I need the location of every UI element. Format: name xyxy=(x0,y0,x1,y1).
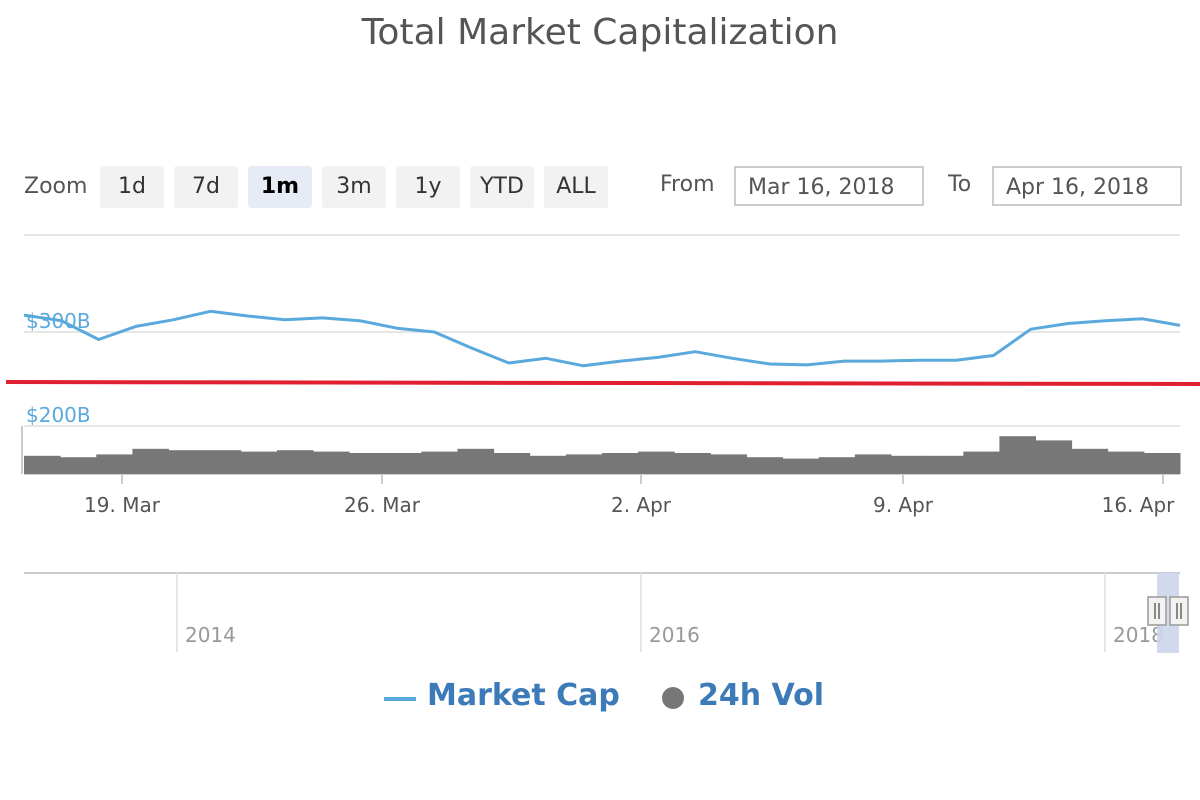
zoom-3m-button[interactable]: 3m xyxy=(322,166,386,208)
market-cap-line xyxy=(23,309,1181,368)
volume-bar xyxy=(421,451,458,474)
navigator-tick-2014: 2014 xyxy=(185,623,236,647)
volume-bar xyxy=(349,453,386,474)
volume-bar xyxy=(1143,453,1181,474)
zoom-ytd-button[interactable]: YTD xyxy=(470,166,534,208)
to-label: To xyxy=(948,172,972,197)
volume-bar xyxy=(1107,451,1145,474)
volume-bar xyxy=(1035,440,1073,474)
zoom-1y-button[interactable]: 1y xyxy=(396,166,460,208)
volume-bar xyxy=(313,451,350,474)
x-tick-label: 16. Apr xyxy=(1102,493,1176,517)
volume-bar xyxy=(746,457,784,474)
volume-bar xyxy=(24,455,61,474)
legend-volume-marker[interactable] xyxy=(662,687,684,709)
navigator-left-handle[interactable] xyxy=(1147,596,1167,626)
volume-bar xyxy=(204,450,242,474)
legend-market-cap-label[interactable]: Market Cap xyxy=(427,678,620,713)
volume-bar xyxy=(854,454,892,474)
volume-bar xyxy=(240,451,278,474)
volume-bar xyxy=(565,454,603,474)
volume-bar xyxy=(493,453,531,474)
x-axis-ticks xyxy=(121,474,1164,484)
navigator-right-handle[interactable] xyxy=(1169,596,1189,626)
x-tick-label: 19. Mar xyxy=(84,493,161,517)
zoom-7d-button[interactable]: 7d xyxy=(174,166,238,208)
legend-volume-label[interactable]: 24h Vol xyxy=(698,678,825,713)
volume-bar xyxy=(963,451,1000,474)
zoom-1m-button[interactable]: 1m xyxy=(248,166,312,208)
volume-bar xyxy=(276,450,314,474)
navigator-tick-2016: 2016 xyxy=(649,623,700,647)
volume-bar xyxy=(891,455,928,474)
volume-bar xyxy=(710,454,747,474)
zoom-1d-button[interactable]: 1d xyxy=(100,166,164,208)
volume-bar xyxy=(132,448,169,474)
y-tick-300b: $300B xyxy=(26,309,91,333)
volume-series xyxy=(24,436,1181,474)
volume-bar xyxy=(999,436,1036,474)
volume-bar xyxy=(1071,448,1109,474)
x-tick-label: 2. Apr xyxy=(611,493,672,517)
volume-bar xyxy=(96,454,133,474)
chart-title: Total Market Capitalization xyxy=(361,12,839,53)
x-tick-label: 9. Apr xyxy=(873,493,934,517)
volume-bar xyxy=(529,455,567,474)
zoom-label: Zoom xyxy=(24,174,88,199)
red-annotation-line xyxy=(5,380,1200,386)
y-tick-200b: $200B xyxy=(26,403,91,427)
to-date-input[interactable]: Apr 16, 2018 xyxy=(992,166,1182,206)
volume-bar xyxy=(674,453,711,474)
volume-bar xyxy=(927,455,964,474)
navigator-selected-range[interactable] xyxy=(1157,573,1179,653)
volume-bar xyxy=(638,451,675,474)
volume-bar xyxy=(602,453,639,474)
from-date-input[interactable]: Mar 16, 2018 xyxy=(734,166,924,206)
volume-bar xyxy=(168,450,206,474)
volume-bar xyxy=(457,448,495,474)
volume-bar xyxy=(782,458,820,474)
x-tick-label: 26. Mar xyxy=(344,493,421,517)
volume-bar xyxy=(60,457,97,474)
from-label: From xyxy=(660,172,715,197)
zoom-all-button[interactable]: ALL xyxy=(544,166,608,208)
volume-bar xyxy=(818,457,856,474)
volume-bar xyxy=(385,453,422,474)
navigator-tick-2018: 2018 xyxy=(1113,623,1164,647)
navigator[interactable]: 2014 2016 2018 xyxy=(24,572,1189,653)
